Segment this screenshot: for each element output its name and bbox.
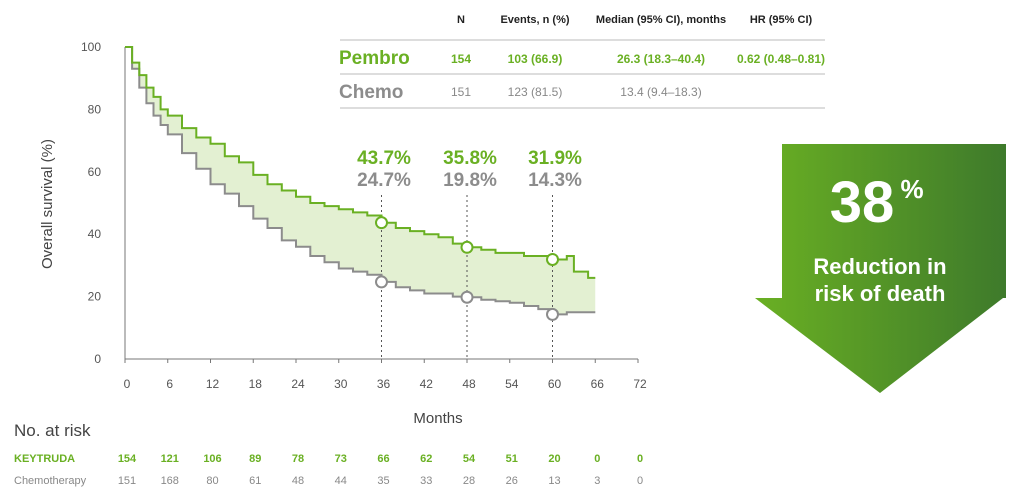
risk-row-chemo-label: Chemotherapy [14, 475, 87, 487]
landmark-36-pembro: 43.7% [357, 148, 411, 169]
risk-keytruda-60: 20 [548, 453, 560, 465]
y-tick-40: 40 [88, 227, 102, 241]
risk-chemo-30: 44 [335, 475, 347, 487]
risk-table: No. at risk KEYTRUDA Chemotherapy 154 121… [14, 421, 643, 487]
risk-chemo-36: 35 [377, 475, 389, 487]
curve-chemo [125, 46, 596, 316]
risk-keytruda-24: 78 [292, 453, 304, 465]
arrow-value: 38 [830, 170, 895, 235]
risk-keytruda-42: 62 [420, 453, 432, 465]
x-tick-24: 24 [291, 377, 305, 391]
row-chemo-median: 13.4 (9.4–18.3) [620, 85, 701, 99]
y-tick-60: 60 [88, 165, 102, 179]
marker-pembro-36 [375, 216, 388, 230]
risk-chemo-24: 48 [292, 475, 304, 487]
risk-keytruda-18: 89 [249, 453, 261, 465]
row-pembro-arm: Pembro [339, 48, 410, 69]
x-tick-6: 6 [166, 377, 173, 391]
marker-chemo-60 [546, 307, 559, 321]
risk-keytruda-12: 106 [203, 453, 221, 465]
header-events: Events, n (%) [500, 14, 569, 26]
landmark-60-chemo: 14.3% [528, 170, 582, 191]
risk-chemo-66: 3 [594, 475, 600, 487]
arrow-shape [755, 144, 1006, 393]
x-tick-30: 30 [334, 377, 348, 391]
x-axis-title: Months [413, 410, 462, 427]
risk-row-keytruda-values: 154 121 106 89 78 73 66 62 54 51 20 0 0 [118, 453, 643, 465]
risk-chemo-60: 13 [548, 475, 560, 487]
arrow-line2: risk of death [815, 281, 946, 306]
marker-pembro-60 [546, 252, 559, 266]
x-tick-12: 12 [206, 377, 220, 391]
curve-pembro [125, 46, 596, 279]
landmark-48-chemo: 19.8% [443, 170, 497, 191]
x-tick-18: 18 [249, 377, 263, 391]
risk-keytruda-72: 0 [637, 453, 643, 465]
risk-keytruda-54: 51 [506, 453, 518, 465]
row-chemo-arm: Chemo [339, 82, 403, 103]
arrow-unit: % [900, 174, 923, 204]
y-tick-labels: 0 20 40 60 80 100 [81, 40, 101, 366]
x-tick-72: 72 [633, 377, 647, 391]
x-tick-54: 54 [505, 377, 519, 391]
row-pembro-n: 154 [451, 52, 471, 66]
risk-chemo-48: 28 [463, 475, 475, 487]
summary-table: N Events, n (%) Median (95% CI), months … [339, 14, 825, 109]
marker-chemo-48 [460, 290, 474, 304]
risk-reduction-arrow: 38 % Reduction in risk of death [755, 144, 1006, 393]
header-n: N [457, 14, 465, 26]
y-tick-20: 20 [88, 290, 102, 304]
risk-chemo-54: 26 [506, 475, 518, 487]
row-chemo-n: 151 [451, 85, 471, 99]
row-pembro-median: 26.3 (18.3–40.4) [617, 52, 705, 66]
x-tick-48: 48 [462, 377, 476, 391]
risk-row-chemo-values: 151 168 80 61 48 44 35 33 28 26 13 3 0 [118, 475, 643, 487]
survival-curves [125, 46, 596, 316]
risk-chemo-6: 168 [161, 475, 179, 487]
row-pembro-events: 103 (66.9) [508, 52, 563, 66]
risk-table-title: No. at risk [14, 421, 91, 440]
x-tick-labels: 0 6 12 18 24 30 36 42 48 54 60 66 72 [124, 359, 647, 391]
landmark-markers [375, 216, 559, 321]
x-tick-36: 36 [377, 377, 391, 391]
landmark-labels: 43.7% 24.7% 35.8% 19.8% 31.9% 14.3% [357, 148, 582, 191]
header-median: Median (95% CI), months [596, 14, 726, 26]
risk-keytruda-66: 0 [594, 453, 600, 465]
risk-chemo-12: 80 [206, 475, 218, 487]
y-axis-title: Overall survival (%) [39, 139, 56, 269]
risk-chemo-18: 61 [249, 475, 261, 487]
header-hr: HR (95% CI) [750, 14, 813, 26]
risk-chemo-72: 0 [637, 475, 643, 487]
landmark-36-chemo: 24.7% [357, 170, 411, 191]
risk-keytruda-48: 54 [463, 453, 476, 465]
x-tick-66: 66 [591, 377, 605, 391]
risk-chemo-0: 151 [118, 475, 136, 487]
risk-keytruda-36: 66 [377, 453, 389, 465]
y-tick-100: 100 [81, 40, 101, 54]
x-tick-42: 42 [420, 377, 434, 391]
row-chemo-events: 123 (81.5) [508, 85, 563, 99]
risk-keytruda-6: 121 [161, 453, 179, 465]
landmark-60-pembro: 31.9% [528, 148, 582, 169]
x-tick-0: 0 [124, 377, 131, 391]
risk-row-keytruda-label: KEYTRUDA [14, 453, 75, 465]
landmark-48-pembro: 35.8% [443, 148, 497, 169]
risk-keytruda-0: 154 [118, 453, 137, 465]
y-tick-80: 80 [88, 102, 102, 116]
arrow-line1: Reduction in [813, 254, 946, 279]
y-tick-0: 0 [94, 352, 101, 366]
marker-chemo-36 [375, 275, 388, 289]
risk-keytruda-30: 73 [335, 453, 347, 465]
row-pembro-hr: 0.62 (0.48–0.81) [737, 52, 825, 66]
risk-chemo-42: 33 [420, 475, 432, 487]
marker-pembro-48 [460, 240, 474, 254]
x-tick-60: 60 [548, 377, 562, 391]
